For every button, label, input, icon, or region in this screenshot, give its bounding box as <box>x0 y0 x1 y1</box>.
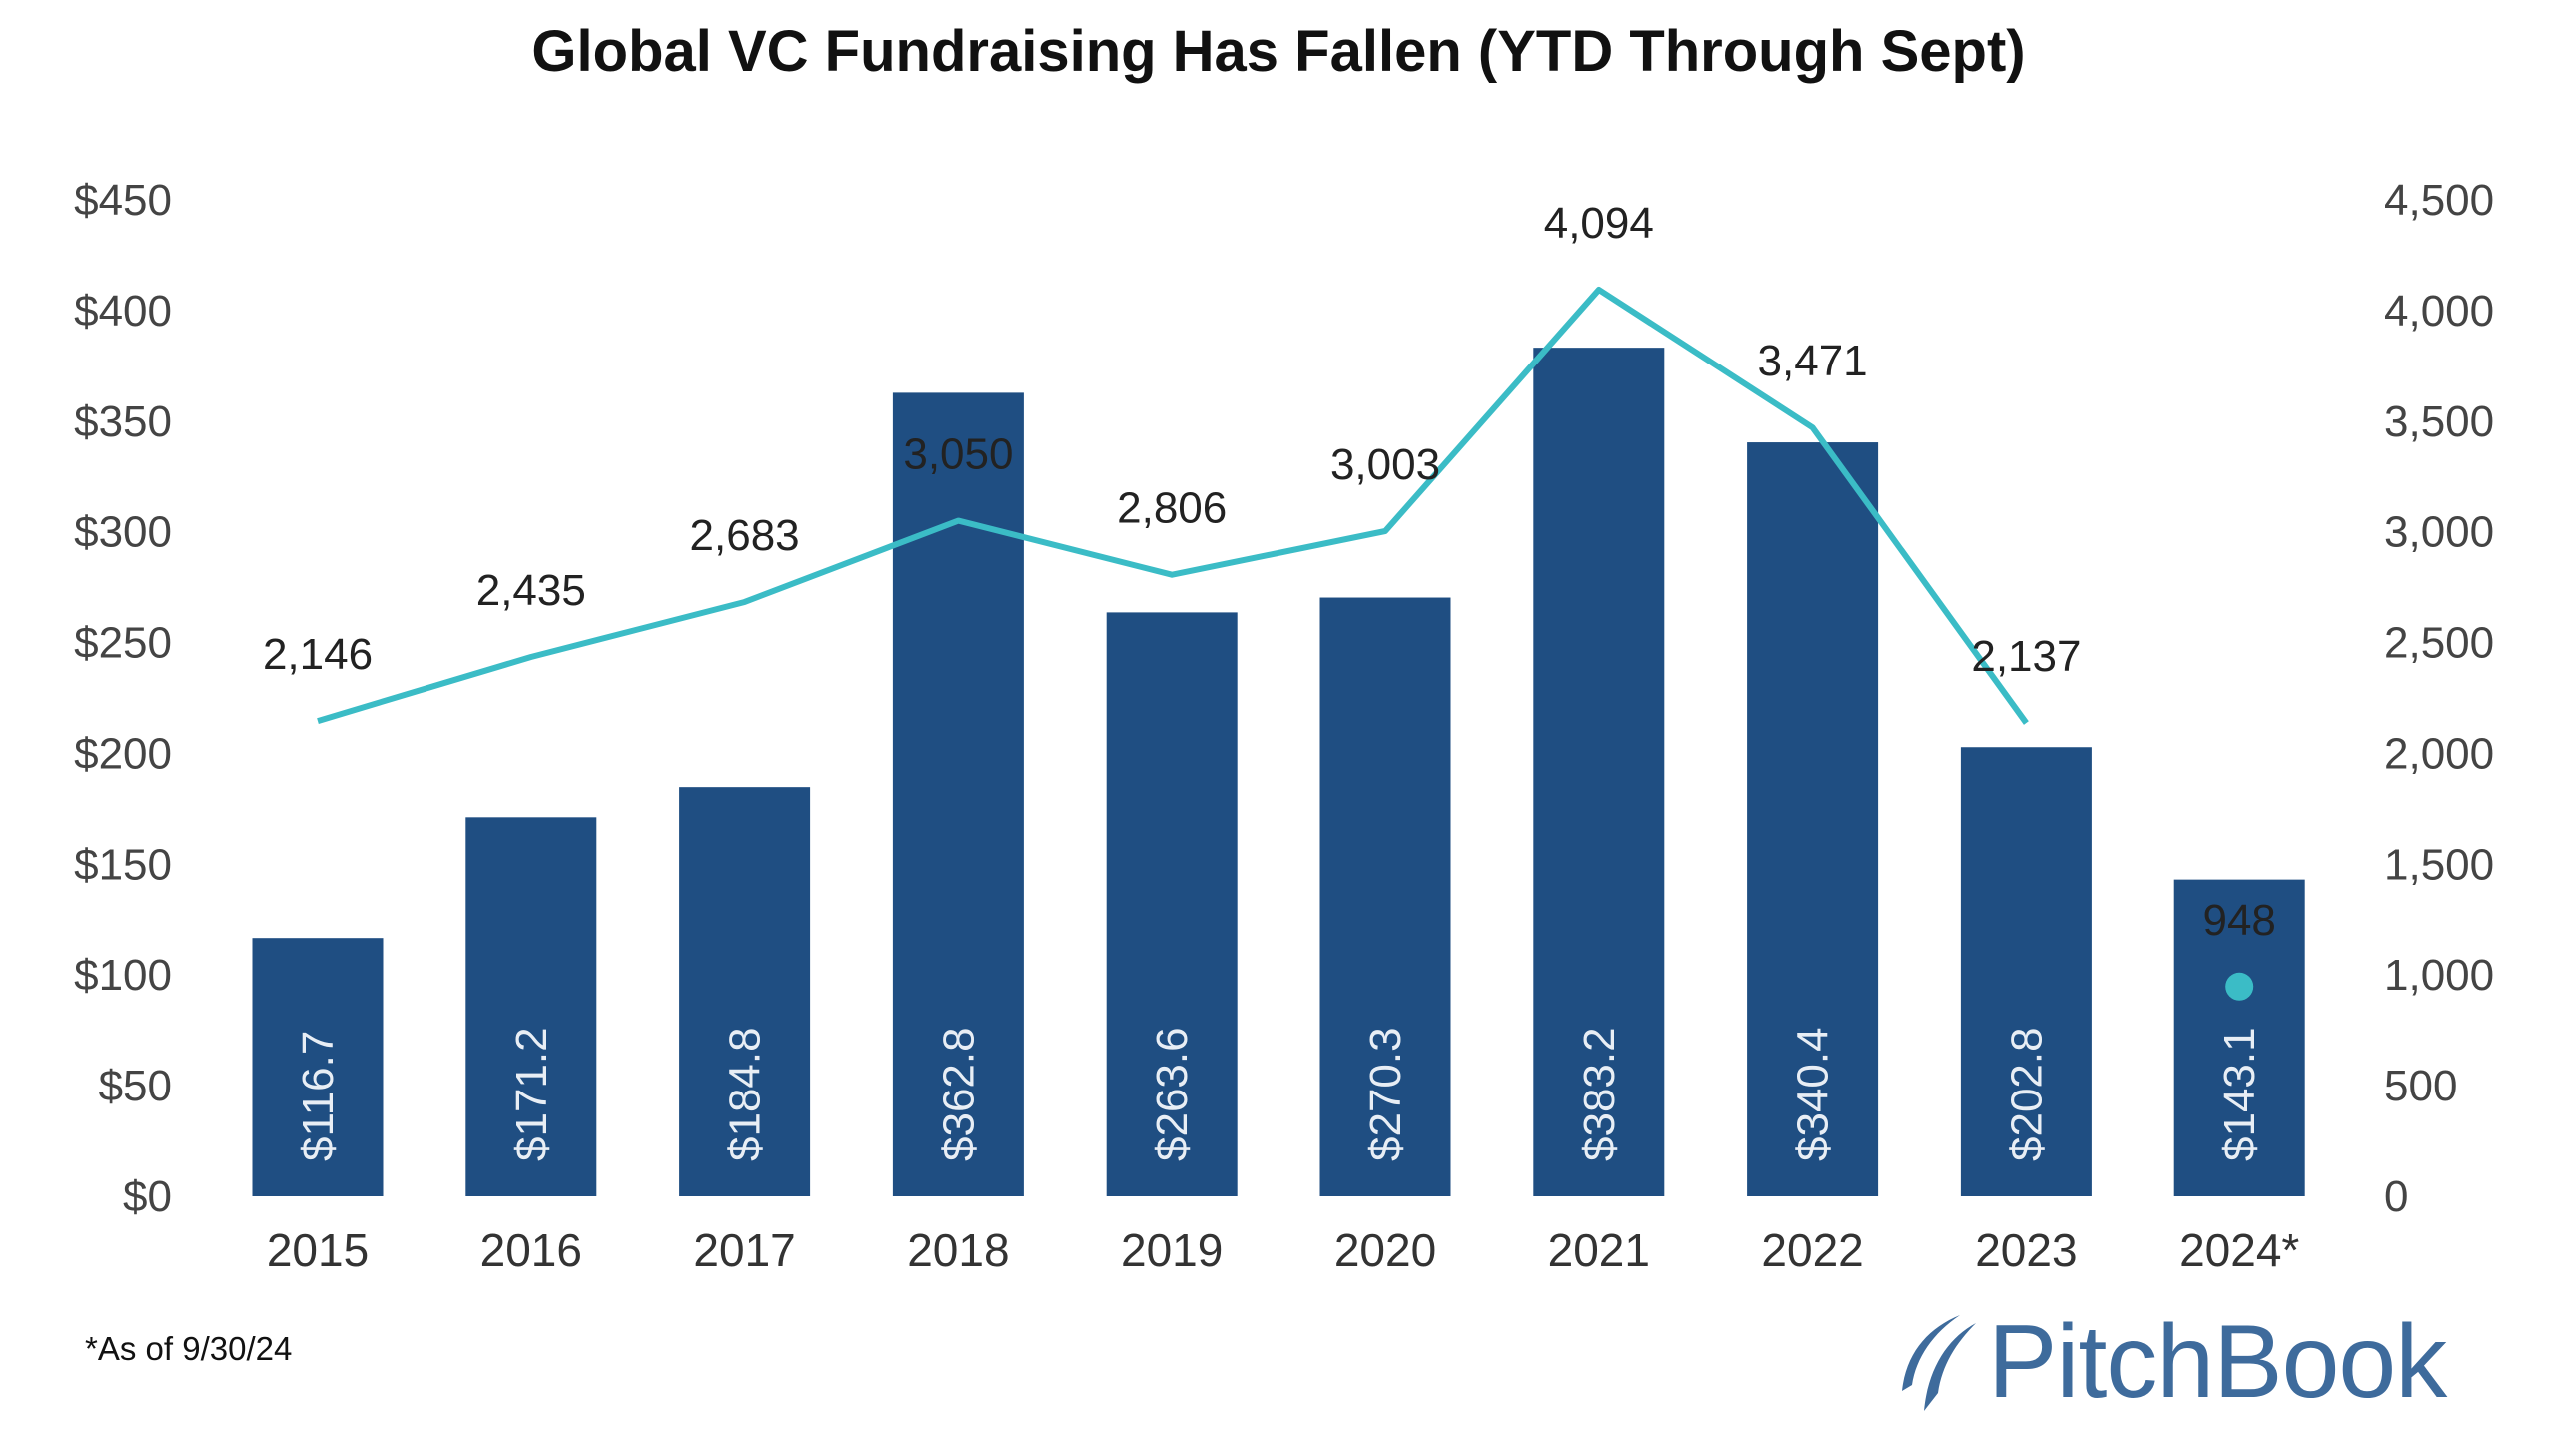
bar <box>892 392 1024 1196</box>
x-axis-tick: 2017 <box>693 1224 795 1276</box>
bar-value-label: $270.3 <box>1361 1027 1410 1161</box>
left-axis-tick: $200 <box>74 729 172 778</box>
right-axis-tick: 4,000 <box>2384 287 2494 336</box>
bar-value-label: $362.8 <box>934 1027 983 1161</box>
bar <box>2173 879 2305 1196</box>
line-value-label: 2,146 <box>263 630 373 679</box>
bar <box>1319 597 1451 1196</box>
footnote: *As of 9/30/24 <box>85 1330 293 1367</box>
pitchbook-logo-text: PitchBook <box>1988 1304 2447 1420</box>
right-axis-tick: 1,000 <box>2384 951 2494 1000</box>
pitchbook-logo: PitchBook <box>1898 1303 2447 1422</box>
bar-value-label: $116.7 <box>294 1031 343 1161</box>
line-value-label: 3,050 <box>903 430 1013 479</box>
left-axis-tick: $100 <box>74 951 172 1000</box>
right-axis-tick: 3,500 <box>2384 397 2494 446</box>
bar-value-label: $383.2 <box>1575 1027 1624 1161</box>
left-axis-tick: $0 <box>123 1172 172 1221</box>
left-axis-tick: $300 <box>74 508 172 557</box>
bar <box>1106 612 1238 1196</box>
bar-value-label: $340.4 <box>1789 1027 1838 1161</box>
right-axis-tick: 2,000 <box>2384 729 2494 778</box>
right-axis-tick: 1,500 <box>2384 840 2494 889</box>
line-value-label: 2,435 <box>476 566 586 615</box>
bar-value-label: $263.6 <box>1148 1027 1197 1161</box>
left-axis-tick: $450 <box>74 176 172 225</box>
left-axis-tick: $350 <box>74 397 172 446</box>
chart-title: Global VC Fundraising Has Fallen (YTD Th… <box>531 19 2026 84</box>
line-value-label: 4,094 <box>1544 199 1654 248</box>
x-axis-tick: 2019 <box>1121 1224 1223 1276</box>
right-axis-tick: 500 <box>2384 1062 2457 1110</box>
bar <box>1747 442 1879 1196</box>
right-axis-tick: 3,000 <box>2384 508 2494 557</box>
left-axis-tick: $50 <box>99 1062 172 1110</box>
bar <box>679 787 811 1196</box>
x-axis-tick: 2018 <box>907 1224 1009 1276</box>
x-axis-tick: 2023 <box>1975 1224 2077 1276</box>
x-axis-tick: 2016 <box>480 1224 582 1276</box>
x-axis-tick: 2021 <box>1548 1224 1650 1276</box>
bar <box>1960 747 2092 1196</box>
left-axis-tick: $400 <box>74 287 172 336</box>
line-value-label: 948 <box>2202 896 2275 945</box>
line-value-label: 2,683 <box>690 511 800 560</box>
pitchbook-logo-icon <box>1902 1314 1976 1411</box>
line-value-label: 2,806 <box>1117 484 1227 533</box>
x-axis-tick: 2020 <box>1334 1224 1436 1276</box>
bar-value-label: $184.8 <box>721 1027 770 1161</box>
right-axis-tick: 4,500 <box>2384 176 2494 225</box>
line-value-label: 3,003 <box>1330 440 1440 489</box>
fund-count-line <box>317 287 2029 725</box>
left-axis-tick: $250 <box>74 619 172 668</box>
x-axis-tick: 2015 <box>267 1224 369 1276</box>
bar-value-label: $171.2 <box>507 1027 556 1161</box>
bar-value-label: $202.8 <box>2002 1027 2051 1161</box>
bar <box>1533 348 1665 1196</box>
fund-count-point-2024 <box>2225 972 2254 1001</box>
line-value-label: 3,471 <box>1758 337 1868 385</box>
x-axis-tick: 2024* <box>2179 1224 2299 1276</box>
line-value-label: 2,137 <box>1971 632 2081 681</box>
left-axis-tick: $150 <box>74 840 172 889</box>
bar <box>252 938 384 1196</box>
x-axis-tick: 2022 <box>1761 1224 1863 1276</box>
right-axis-tick: 0 <box>2384 1172 2408 1221</box>
bar-value-label: $143.1 <box>2215 1027 2264 1161</box>
bar <box>465 817 597 1196</box>
right-axis-tick: 2,500 <box>2384 619 2494 668</box>
